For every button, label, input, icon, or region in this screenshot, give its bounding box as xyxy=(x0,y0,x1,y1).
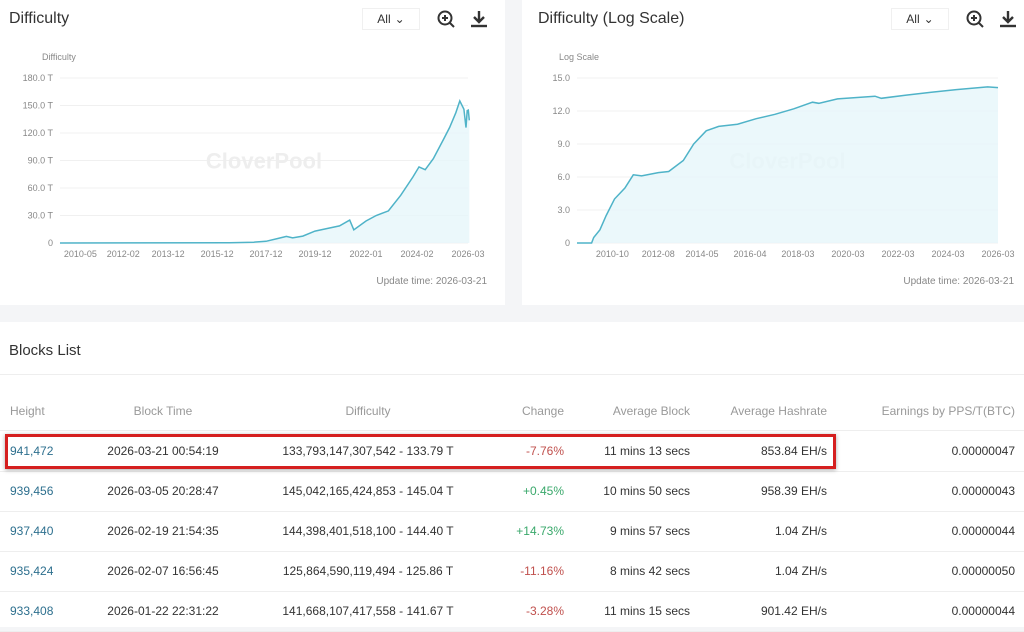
cell-difficulty: 141,668,107,417,558 - 141.67 T xyxy=(282,604,453,618)
y-tick-label: 90.0 T xyxy=(28,156,54,166)
column-header-time: Block Time xyxy=(134,404,193,418)
column-header-earnings: Earnings by PPS/T(BTC) xyxy=(882,404,1015,418)
divider xyxy=(0,374,1024,375)
watermark: CloverPool xyxy=(206,149,322,174)
cell-time: 2026-03-05 20:28:47 xyxy=(107,484,218,498)
x-tick-label: 2010-05 xyxy=(64,249,97,259)
x-tick-label: 2015-12 xyxy=(201,249,234,259)
y-tick-label: 30.0 T xyxy=(28,211,54,221)
x-tick-label: 2014-05 xyxy=(686,249,719,259)
y-tick-label: 0 xyxy=(48,238,53,248)
cell-earnings: 0.00000044 xyxy=(952,524,1015,538)
cell-earnings: 0.00000050 xyxy=(952,564,1015,578)
x-tick-label: 2026-03 xyxy=(451,249,484,259)
update-time: Update time: 2026-03-21 xyxy=(903,276,1014,287)
cell-height[interactable]: 937,440 xyxy=(10,524,53,538)
y-tick-label: 3.0 xyxy=(557,205,570,215)
highlight-box xyxy=(5,434,836,469)
cell-time: 2026-01-22 22:31:22 xyxy=(107,604,218,618)
x-tick-label: 2019-12 xyxy=(298,249,331,259)
x-tick-label: 2013-12 xyxy=(152,249,185,259)
column-header-change: Change xyxy=(522,404,564,418)
cell-hashrate: 958.39 EH/s xyxy=(761,484,827,498)
x-tick-label: 2010-10 xyxy=(596,249,629,259)
cell-height[interactable]: 935,424 xyxy=(10,564,53,578)
cell-earnings: 0.00000047 xyxy=(952,444,1015,458)
cell-earnings: 0.00000044 xyxy=(952,604,1015,618)
cell-avg-block: 9 mins 57 secs xyxy=(610,524,690,538)
y-tick-label: 180.0 T xyxy=(23,73,54,83)
cell-height[interactable]: 939,456 xyxy=(10,484,53,498)
difficulty-log-chart: Log Scale 0 3.0 6.0 9.0 12.0 15.0 2010-10 2012-0… xyxy=(522,0,1024,270)
cell-difficulty: 144,398,401,518,100 - 144.40 T xyxy=(282,524,453,538)
y-tick-label: 15.0 xyxy=(552,73,570,83)
y-tick-label: 9.0 xyxy=(557,139,570,149)
x-tick-label: 2020-03 xyxy=(831,249,864,259)
blocks-list: Blocks List Height Block Time Difficulty Ch… xyxy=(0,322,1024,627)
cell-avg-block: 8 mins 42 secs xyxy=(610,564,690,578)
y-tick-label: 60.0 T xyxy=(28,183,54,193)
cell-change: -3.28% xyxy=(526,604,564,618)
x-tick-label: 2022-01 xyxy=(349,249,382,259)
x-tick-label: 2026-03 xyxy=(981,249,1014,259)
column-header-avg-block: Average Block xyxy=(613,404,690,418)
x-tick-label: 2017-12 xyxy=(250,249,283,259)
column-header-difficulty: Difficulty xyxy=(345,404,390,418)
cell-difficulty: 145,042,165,424,853 - 145.04 T xyxy=(282,484,453,498)
x-tick-label: 2024-03 xyxy=(931,249,964,259)
cell-earnings: 0.00000043 xyxy=(952,484,1015,498)
cell-time: 2026-02-07 16:56:45 xyxy=(107,564,218,578)
x-tick-label: 2024-02 xyxy=(400,249,433,259)
y-axis-label: Difficulty xyxy=(42,52,76,62)
difficulty-chart: Difficulty 0 30.0 T 60.0 T 90.0 T 120.0 T 150.… xyxy=(0,0,505,270)
divider xyxy=(0,551,1024,552)
update-time: Update time: 2026-03-21 xyxy=(376,276,487,287)
blocks-list-title: Blocks List xyxy=(9,342,81,359)
divider xyxy=(0,430,1024,431)
divider xyxy=(0,591,1024,592)
cell-change: +0.45% xyxy=(523,484,564,498)
divider xyxy=(0,471,1024,472)
y-tick-label: 120.0 T xyxy=(23,128,54,138)
y-tick-label: 12.0 xyxy=(552,106,570,116)
y-tick-label: 6.0 xyxy=(557,172,570,182)
y-axis-label: Log Scale xyxy=(559,52,599,62)
cell-hashrate: 1.04 ZH/s xyxy=(775,564,827,578)
x-tick-label: 2022-03 xyxy=(881,249,914,259)
x-tick-label: 2012-02 xyxy=(107,249,140,259)
cell-avg-block: 11 mins 15 secs xyxy=(604,604,690,618)
y-tick-label: 150.0 T xyxy=(23,101,54,111)
cell-height[interactable]: 933,408 xyxy=(10,604,53,618)
column-header-hashrate: Average Hashrate xyxy=(730,404,827,418)
cell-change: -11.16% xyxy=(520,564,564,578)
cell-hashrate: 901.42 EH/s xyxy=(761,604,827,618)
cell-difficulty: 125,864,590,119,494 - 125.86 T xyxy=(283,564,453,578)
y-tick-label: 0 xyxy=(565,238,570,248)
x-tick-label: 2018-03 xyxy=(781,249,814,259)
cell-time: 2026-02-19 21:54:35 xyxy=(107,524,218,538)
cell-hashrate: 1.04 ZH/s xyxy=(775,524,827,538)
cell-avg-block: 10 mins 50 secs xyxy=(603,484,690,498)
cell-change: +14.73% xyxy=(516,524,564,538)
divider xyxy=(0,511,1024,512)
x-tick-label: 2012-08 xyxy=(642,249,675,259)
x-tick-label: 2016-04 xyxy=(733,249,766,259)
column-header-height: Height xyxy=(10,404,45,418)
